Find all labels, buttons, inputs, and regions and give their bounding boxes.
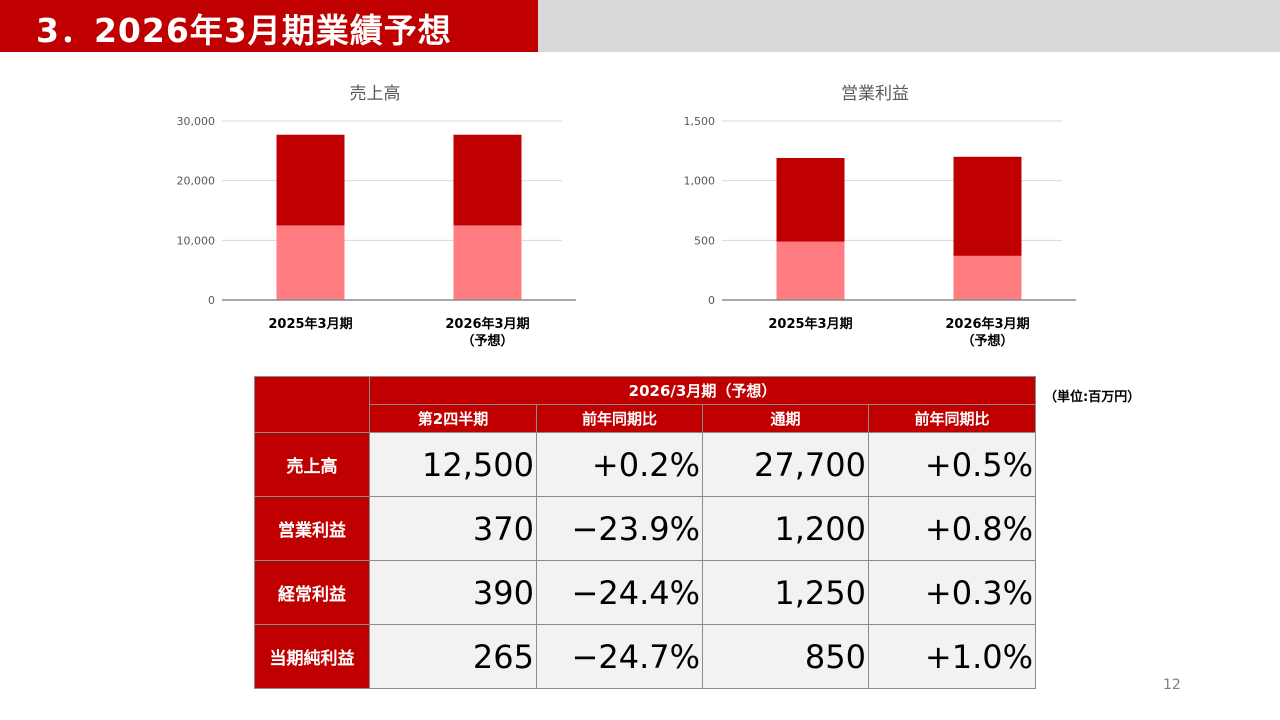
y-tick-label: 20,000	[177, 175, 216, 188]
table-row: 売上高 12,500 +0.2% 27,700 +0.5%	[254, 432, 1036, 497]
bar-segment	[276, 134, 345, 226]
unit-label: （単位:百万円）	[1044, 390, 1141, 405]
cell-ordinary-profit-full-year-yoy: +0.3%	[868, 560, 1036, 625]
y-tick-label: 0	[208, 294, 215, 307]
row-label-ordinary-profit: 経常利益	[254, 560, 370, 625]
cell-operating-profit-full-year: 1,200	[702, 496, 869, 561]
col-header-q2-yoy: 前年同期比	[536, 404, 703, 433]
x-tick-label: 2025年3月期	[768, 316, 852, 332]
cell-net-income-q2: 265	[369, 624, 537, 689]
cell-sales-q2: 12,500	[369, 432, 537, 497]
cell-sales-full-year: 27,700	[702, 432, 869, 497]
cell-sales-q2-yoy: +0.2%	[536, 432, 703, 497]
x-tick-label: 2026年3月期	[945, 316, 1029, 332]
bar-segment	[953, 156, 1022, 256]
y-tick-label: 500	[694, 234, 715, 247]
row-label-sales: 売上高	[254, 432, 370, 497]
bar-segment	[953, 255, 1022, 300]
bar-segment	[776, 157, 845, 242]
col-header-q2: 第2四半期	[369, 404, 537, 433]
x-tick-label: 2025年3月期	[268, 316, 352, 332]
chart-title-sales: 売上高	[349, 84, 401, 104]
y-tick-label: 1,500	[684, 115, 716, 128]
bar-segment	[276, 225, 345, 300]
cell-net-income-q2-yoy: −24.7%	[536, 624, 703, 689]
cell-net-income-full-year-yoy: +1.0%	[868, 624, 1036, 689]
table-row: 営業利益 370 −23.9% 1,200 +0.8%	[254, 496, 1036, 561]
col-header-full-year-yoy: 前年同期比	[868, 404, 1036, 433]
bar-segment	[776, 241, 845, 300]
operating-profit-chart: 0 500 1,000 1,500 2025年3月期 2026年3月期（予想）	[684, 115, 1076, 349]
cell-operating-profit-full-year-yoy: +0.8%	[868, 496, 1036, 561]
x-tick-label: （予想）	[461, 333, 513, 349]
cell-ordinary-profit-q2-yoy: −24.4%	[536, 560, 703, 625]
page-number: 12	[1163, 677, 1181, 693]
cell-operating-profit-q2: 370	[369, 496, 537, 561]
table-row: 当期純利益 265 −24.7% 850 +1.0%	[254, 624, 1036, 689]
x-tick-label: （予想）	[961, 333, 1013, 349]
row-label-net-income: 当期純利益	[254, 624, 370, 689]
sales-chart: 0 10,000 20,000 30,000 2025年3月期 2026年3月期（予想）	[177, 115, 576, 349]
y-tick-label: 0	[708, 294, 715, 307]
cell-ordinary-profit-full-year: 1,250	[702, 560, 869, 625]
header-title-band	[0, 0, 538, 52]
y-tick-label: 10,000	[177, 234, 216, 247]
period-header: 2026/3月期（予想）	[369, 376, 1036, 405]
y-tick-label: 1,000	[684, 175, 716, 188]
cell-sales-full-year-yoy: +0.5%	[868, 432, 1036, 497]
bar-segment	[453, 225, 522, 300]
chart-title-operating-profit: 営業利益	[841, 84, 909, 104]
bar-segment	[453, 134, 522, 226]
cell-net-income-full-year: 850	[702, 624, 869, 689]
forecast-table: 2026/3月期（予想） 第2四半期 前年同期比 通期 前年同期比 売上高 12…	[254, 376, 1036, 689]
y-tick-label: 30,000	[177, 115, 216, 128]
table-corner	[254, 376, 370, 433]
page-title: 3．2026年3月期業績予想	[36, 11, 452, 50]
col-header-full-year: 通期	[702, 404, 869, 433]
cell-operating-profit-q2-yoy: −23.9%	[536, 496, 703, 561]
x-tick-label: 2026年3月期	[445, 316, 529, 332]
table-row: 経常利益 390 −24.4% 1,250 +0.3%	[254, 560, 1036, 625]
cell-ordinary-profit-q2: 390	[369, 560, 537, 625]
row-label-operating-profit: 営業利益	[254, 496, 370, 561]
